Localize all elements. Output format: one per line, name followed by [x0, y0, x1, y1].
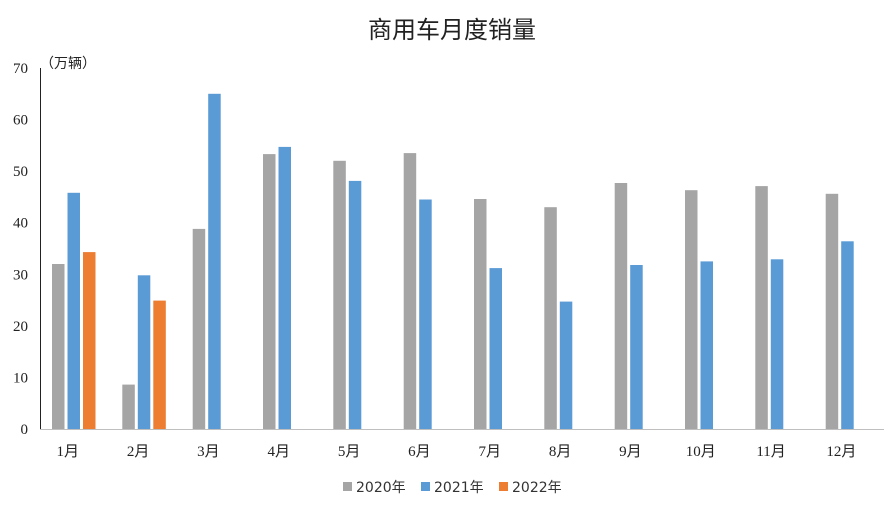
- bar-2-9: [630, 265, 643, 429]
- x-tick-label: 11月: [756, 444, 785, 460]
- x-tick-label: 1月: [57, 444, 80, 460]
- x-tick-label: 8月: [549, 444, 572, 460]
- y-tick-label: 50: [13, 164, 28, 180]
- bar-2-5: [348, 180, 362, 429]
- bar-2-8: [559, 301, 573, 429]
- x-tick-label: 5月: [338, 444, 361, 460]
- legend-label-3: 2022年: [512, 480, 562, 496]
- x-tick-label: 3月: [197, 444, 220, 460]
- bar-1-4: [263, 154, 276, 429]
- bar-1-10: [685, 190, 698, 429]
- y-tick-label: 70: [13, 61, 28, 77]
- y-tick-label: 30: [13, 267, 28, 283]
- legend-label-1: 2020年: [356, 480, 406, 496]
- x-tick-label: 7月: [479, 444, 502, 460]
- bar-2-2: [137, 275, 151, 429]
- x-tick-label: 12月: [826, 444, 856, 460]
- x-tick-label: 10月: [686, 444, 716, 460]
- legend-swatch-3: [499, 482, 508, 491]
- y-tick-label: 20: [13, 319, 28, 335]
- bar-1-11: [755, 186, 768, 429]
- bars-group: [52, 93, 854, 430]
- x-tick-label: 9月: [619, 444, 642, 460]
- legend-swatch-1: [343, 482, 352, 491]
- bar-1-8: [544, 207, 557, 429]
- y-tick-label: 10: [13, 370, 28, 386]
- bar-1-12: [825, 193, 839, 429]
- bar-1-7: [474, 199, 487, 429]
- bar-2-7: [489, 268, 502, 429]
- bar-2-12: [841, 241, 854, 429]
- y-axis-unit-label: （万辆）: [40, 56, 96, 72]
- bar-2-3: [208, 93, 221, 430]
- bar-1-2: [122, 384, 135, 429]
- y-axis-ticks: 0 10 20 30 40 50 60 70: [13, 61, 28, 438]
- bar-1-9: [614, 183, 628, 429]
- legend: 2020年 2021年 2022年: [343, 480, 562, 496]
- bar-3-2: [153, 300, 166, 429]
- bar-2-1: [67, 192, 80, 429]
- bar-3-1: [83, 252, 96, 429]
- x-tick-label: 4月: [268, 444, 291, 460]
- x-axis-ticks: 1月 2月 3月 4月 5月 6月 7月 8月 9月 10月 11月 12月: [57, 444, 857, 460]
- bar-1-3: [192, 228, 206, 429]
- x-tick-label: 2月: [127, 444, 150, 460]
- chart-title: 商用车月度销量: [368, 16, 536, 44]
- bar-1-1: [52, 264, 65, 429]
- legend-label-2: 2021年: [434, 480, 484, 496]
- bar-2-4: [278, 146, 291, 429]
- y-tick-label: 40: [13, 216, 28, 232]
- bar-2-11: [770, 259, 784, 429]
- y-tick-label: 0: [21, 422, 29, 438]
- y-tick-label: 60: [13, 113, 28, 129]
- x-tick-label: 6月: [408, 444, 431, 460]
- bar-2-10: [700, 261, 713, 429]
- bar-1-5: [333, 160, 346, 430]
- bar-1-6: [403, 153, 417, 429]
- legend-swatch-2: [421, 482, 430, 491]
- bar-2-6: [419, 199, 432, 429]
